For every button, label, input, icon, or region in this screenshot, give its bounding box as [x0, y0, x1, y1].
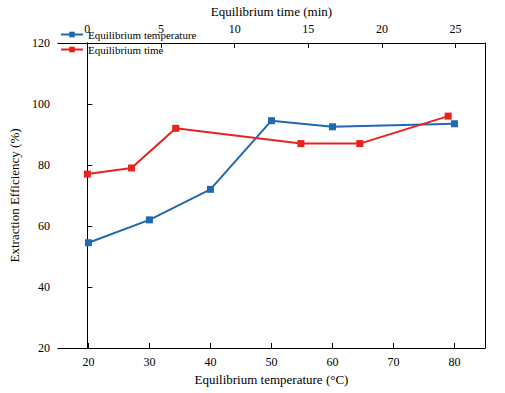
svg-text:Equilibrium time (min): Equilibrium time (min) [211, 4, 332, 19]
svg-text:30: 30 [143, 355, 155, 369]
svg-text:50: 50 [265, 355, 277, 369]
svg-text:70: 70 [387, 355, 399, 369]
svg-text:Equilibrium time: Equilibrium time [88, 44, 164, 56]
svg-text:40: 40 [38, 280, 50, 294]
svg-text:Equilibrium temperature (°C): Equilibrium temperature (°C) [194, 372, 348, 387]
svg-text:10: 10 [229, 22, 241, 36]
svg-text:100: 100 [32, 97, 50, 111]
svg-text:80: 80 [448, 355, 460, 369]
svg-text:60: 60 [38, 219, 50, 233]
svg-text:20: 20 [38, 341, 50, 355]
svg-text:Equilibrium temperature: Equilibrium temperature [88, 29, 197, 41]
svg-text:80: 80 [38, 158, 50, 172]
svg-text:15: 15 [302, 22, 314, 36]
svg-text:20: 20 [376, 22, 388, 36]
svg-text:20: 20 [82, 355, 94, 369]
svg-text:40: 40 [204, 355, 216, 369]
svg-text:60: 60 [326, 355, 338, 369]
svg-text:25: 25 [450, 22, 462, 36]
svg-text:Extraction Efficiency (%): Extraction Efficiency (%) [7, 128, 22, 262]
svg-text:120: 120 [32, 36, 50, 50]
